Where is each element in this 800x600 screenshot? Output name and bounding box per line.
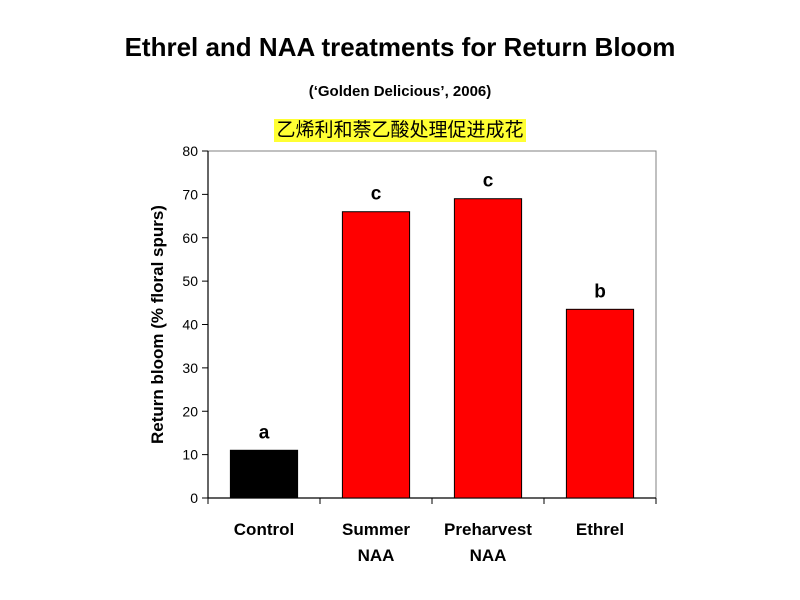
bar (341, 211, 411, 499)
bar (565, 308, 635, 499)
bar (453, 198, 523, 499)
chart-title: Ethrel and NAA treatments for Return Blo… (124, 32, 676, 62)
x-tick-label: Control (234, 520, 294, 539)
y-tick-label: 40 (182, 317, 198, 333)
y-tick-label: 10 (182, 447, 198, 463)
bar (229, 449, 299, 499)
chart-subtitle: (‘Golden Delicious’, 2006) (308, 83, 492, 100)
y-tick-label: 60 (182, 230, 198, 246)
bar-data-label: b (594, 281, 606, 302)
x-tick-label: NAA (470, 546, 507, 565)
y-tick-label: 70 (182, 186, 198, 202)
y-tick-label: 50 (182, 273, 198, 289)
x-tick-label: NAA (358, 546, 395, 565)
chinese-caption-text: 乙烯利和萘乙酸处理促进成花 (274, 119, 526, 142)
bar-data-label: c (483, 171, 494, 192)
y-tick-label: 0 (190, 490, 198, 506)
x-tick-label: Ethrel (576, 520, 624, 539)
bar-data-label: a (259, 422, 270, 443)
y-tick-label: 30 (182, 360, 198, 376)
x-tick-label: Preharvest (444, 520, 532, 539)
x-tick-label: Summer (342, 520, 410, 539)
y-tick-label: 20 (182, 403, 198, 419)
y-tick-label: 80 (182, 143, 198, 159)
y-axis-title: Return bloom (% floral spurs) (148, 205, 167, 444)
bar-data-label: c (371, 184, 382, 205)
chinese-caption: 乙烯利和萘乙酸处理促进成花 (0, 115, 800, 142)
